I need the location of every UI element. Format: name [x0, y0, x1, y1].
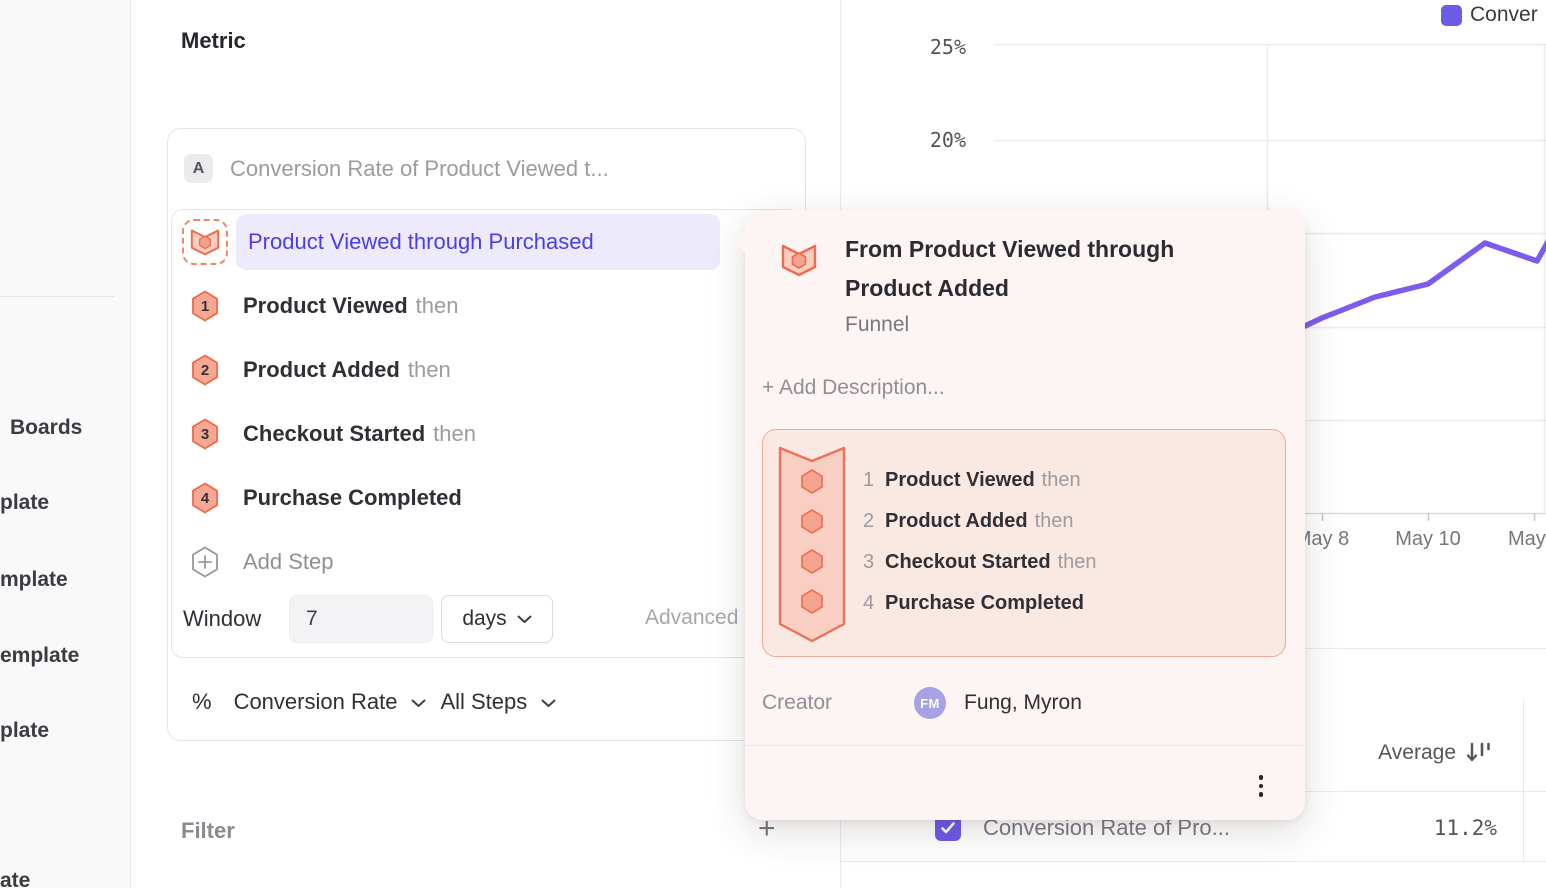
add-step-button[interactable]: Add Step — [191, 546, 751, 578]
step-connector: then — [433, 421, 476, 446]
step-name: Purchase Completed — [243, 485, 462, 510]
funnel-icon — [781, 244, 817, 277]
chevron-down-icon — [517, 615, 532, 623]
average-header-label: Average — [1378, 741, 1456, 764]
add-description-button[interactable]: + Add Description... — [762, 376, 945, 399]
checkmark-icon — [941, 822, 955, 834]
creator-row: Creator FM Fung, Myron — [762, 686, 1282, 720]
table-row-divider — [841, 861, 1546, 862]
funnel-metric-icon-box[interactable] — [182, 219, 228, 265]
step-3-hexagon-icon: 3 — [191, 418, 219, 450]
window-value-input[interactable] — [289, 595, 433, 643]
chevron-down-icon — [411, 699, 426, 707]
window-unit-value: days — [462, 607, 507, 630]
step-name: Checkout Started — [243, 421, 426, 446]
funnel-step-row[interactable]: 1 Product Viewed then — [191, 290, 751, 322]
funnel-step-row[interactable]: 4 Purchase Completed — [191, 482, 751, 514]
steps-scope-dropdown[interactable]: All Steps — [440, 689, 528, 714]
y-axis-tick-20: 20% — [929, 128, 966, 152]
legend-swatch-icon — [1441, 4, 1462, 26]
funnel-details-popover: From Product Viewed through Product Adde… — [734, 210, 1305, 820]
chevron-down-icon — [541, 699, 556, 707]
funnel-step-row[interactable]: 2 Product Added then — [191, 354, 751, 386]
popover-type-label: Funnel — [845, 313, 910, 336]
left-sidebar: Boards plate mplate emplate plate ate — [0, 0, 131, 888]
advanced-link[interactable]: Advanced — [645, 606, 739, 629]
funnel-icon — [190, 229, 220, 256]
legend-series-label: Conver — [1470, 3, 1538, 26]
table-row-average-value: 11.2% — [1433, 816, 1497, 840]
step-1-hexagon-icon: 1 — [191, 290, 219, 322]
step-4-hexagon-icon: 4 — [191, 482, 219, 514]
window-unit-select[interactable]: days — [441, 595, 553, 643]
sort-descending-icon — [1466, 742, 1490, 762]
sidebar-item-template-3[interactable]: emplate — [0, 644, 80, 667]
funnel-step-row[interactable]: 3 Checkout Started then — [191, 418, 751, 450]
sidebar-item-template-1[interactable]: plate — [0, 491, 50, 514]
sidebar-item-template-5[interactable]: ate — [0, 869, 31, 888]
average-column-header[interactable]: Average — [1280, 738, 1492, 768]
percent-symbol: % — [192, 689, 212, 714]
popover-step-row: 4 Purchase Completed — [863, 592, 1084, 614]
popover-steps-list: 1 Product Viewed then 2 Product Added th… — [863, 460, 1097, 624]
series-title[interactable]: Conversion Rate of Product Viewed t... — [230, 156, 609, 181]
popover-step-row: 1 Product Viewed then — [863, 469, 1081, 491]
x-axis-tick-may8: May 8 — [1294, 528, 1350, 550]
step-2-hexagon-icon: 2 — [191, 354, 219, 386]
funnel-name-link[interactable]: Product Viewed through Purchased — [236, 214, 720, 270]
sidebar-item-template-2[interactable]: mplate — [0, 568, 68, 591]
creator-avatar[interactable]: FM — [914, 687, 946, 719]
sidebar-item-boards[interactable]: Boards — [10, 416, 83, 439]
popover-funnel-preview-card: 1 Product Viewed then 2 Product Added th… — [762, 429, 1286, 657]
x-axis-tick-may10: May 10 — [1395, 528, 1461, 550]
more-options-kebab-icon[interactable] — [1251, 768, 1271, 804]
funnel-banner-icon — [778, 446, 846, 643]
add-step-label: Add Step — [243, 549, 334, 574]
table-column-divider — [1523, 700, 1524, 861]
measured-as-row: % Conversion Rate All Steps — [192, 688, 570, 716]
sidebar-divider — [0, 296, 114, 297]
measurement-dropdown[interactable]: Conversion Rate — [233, 689, 398, 714]
popover-title: From Product Viewed through Product Adde… — [845, 236, 1175, 301]
window-label: Window — [183, 606, 262, 631]
step-name: Product Viewed — [243, 293, 408, 318]
step-name: Product Added — [243, 357, 400, 382]
x-axis-tick-may12: May 12 — [1508, 528, 1546, 550]
chart-legend[interactable]: Conver — [1441, 3, 1538, 27]
popover-step-row: 3 Checkout Started then — [863, 551, 1097, 573]
metric-section-heading: Metric — [181, 28, 246, 53]
add-filter-button[interactable]: + — [758, 812, 776, 845]
series-a-badge: A — [184, 154, 213, 183]
step-connector: then — [407, 357, 451, 382]
popover-step-row: 2 Product Added then — [863, 510, 1074, 532]
popover-footer-divider — [745, 745, 1305, 746]
add-step-hexagon-plus-icon — [191, 546, 219, 578]
filter-section-heading: Filter — [181, 818, 235, 843]
step-connector: then — [415, 293, 459, 318]
creator-name: Fung, Myron — [964, 691, 1082, 714]
y-axis-tick-25: 25% — [929, 35, 966, 59]
creator-label: Creator — [762, 691, 833, 714]
sidebar-item-template-4[interactable]: plate — [0, 719, 50, 742]
